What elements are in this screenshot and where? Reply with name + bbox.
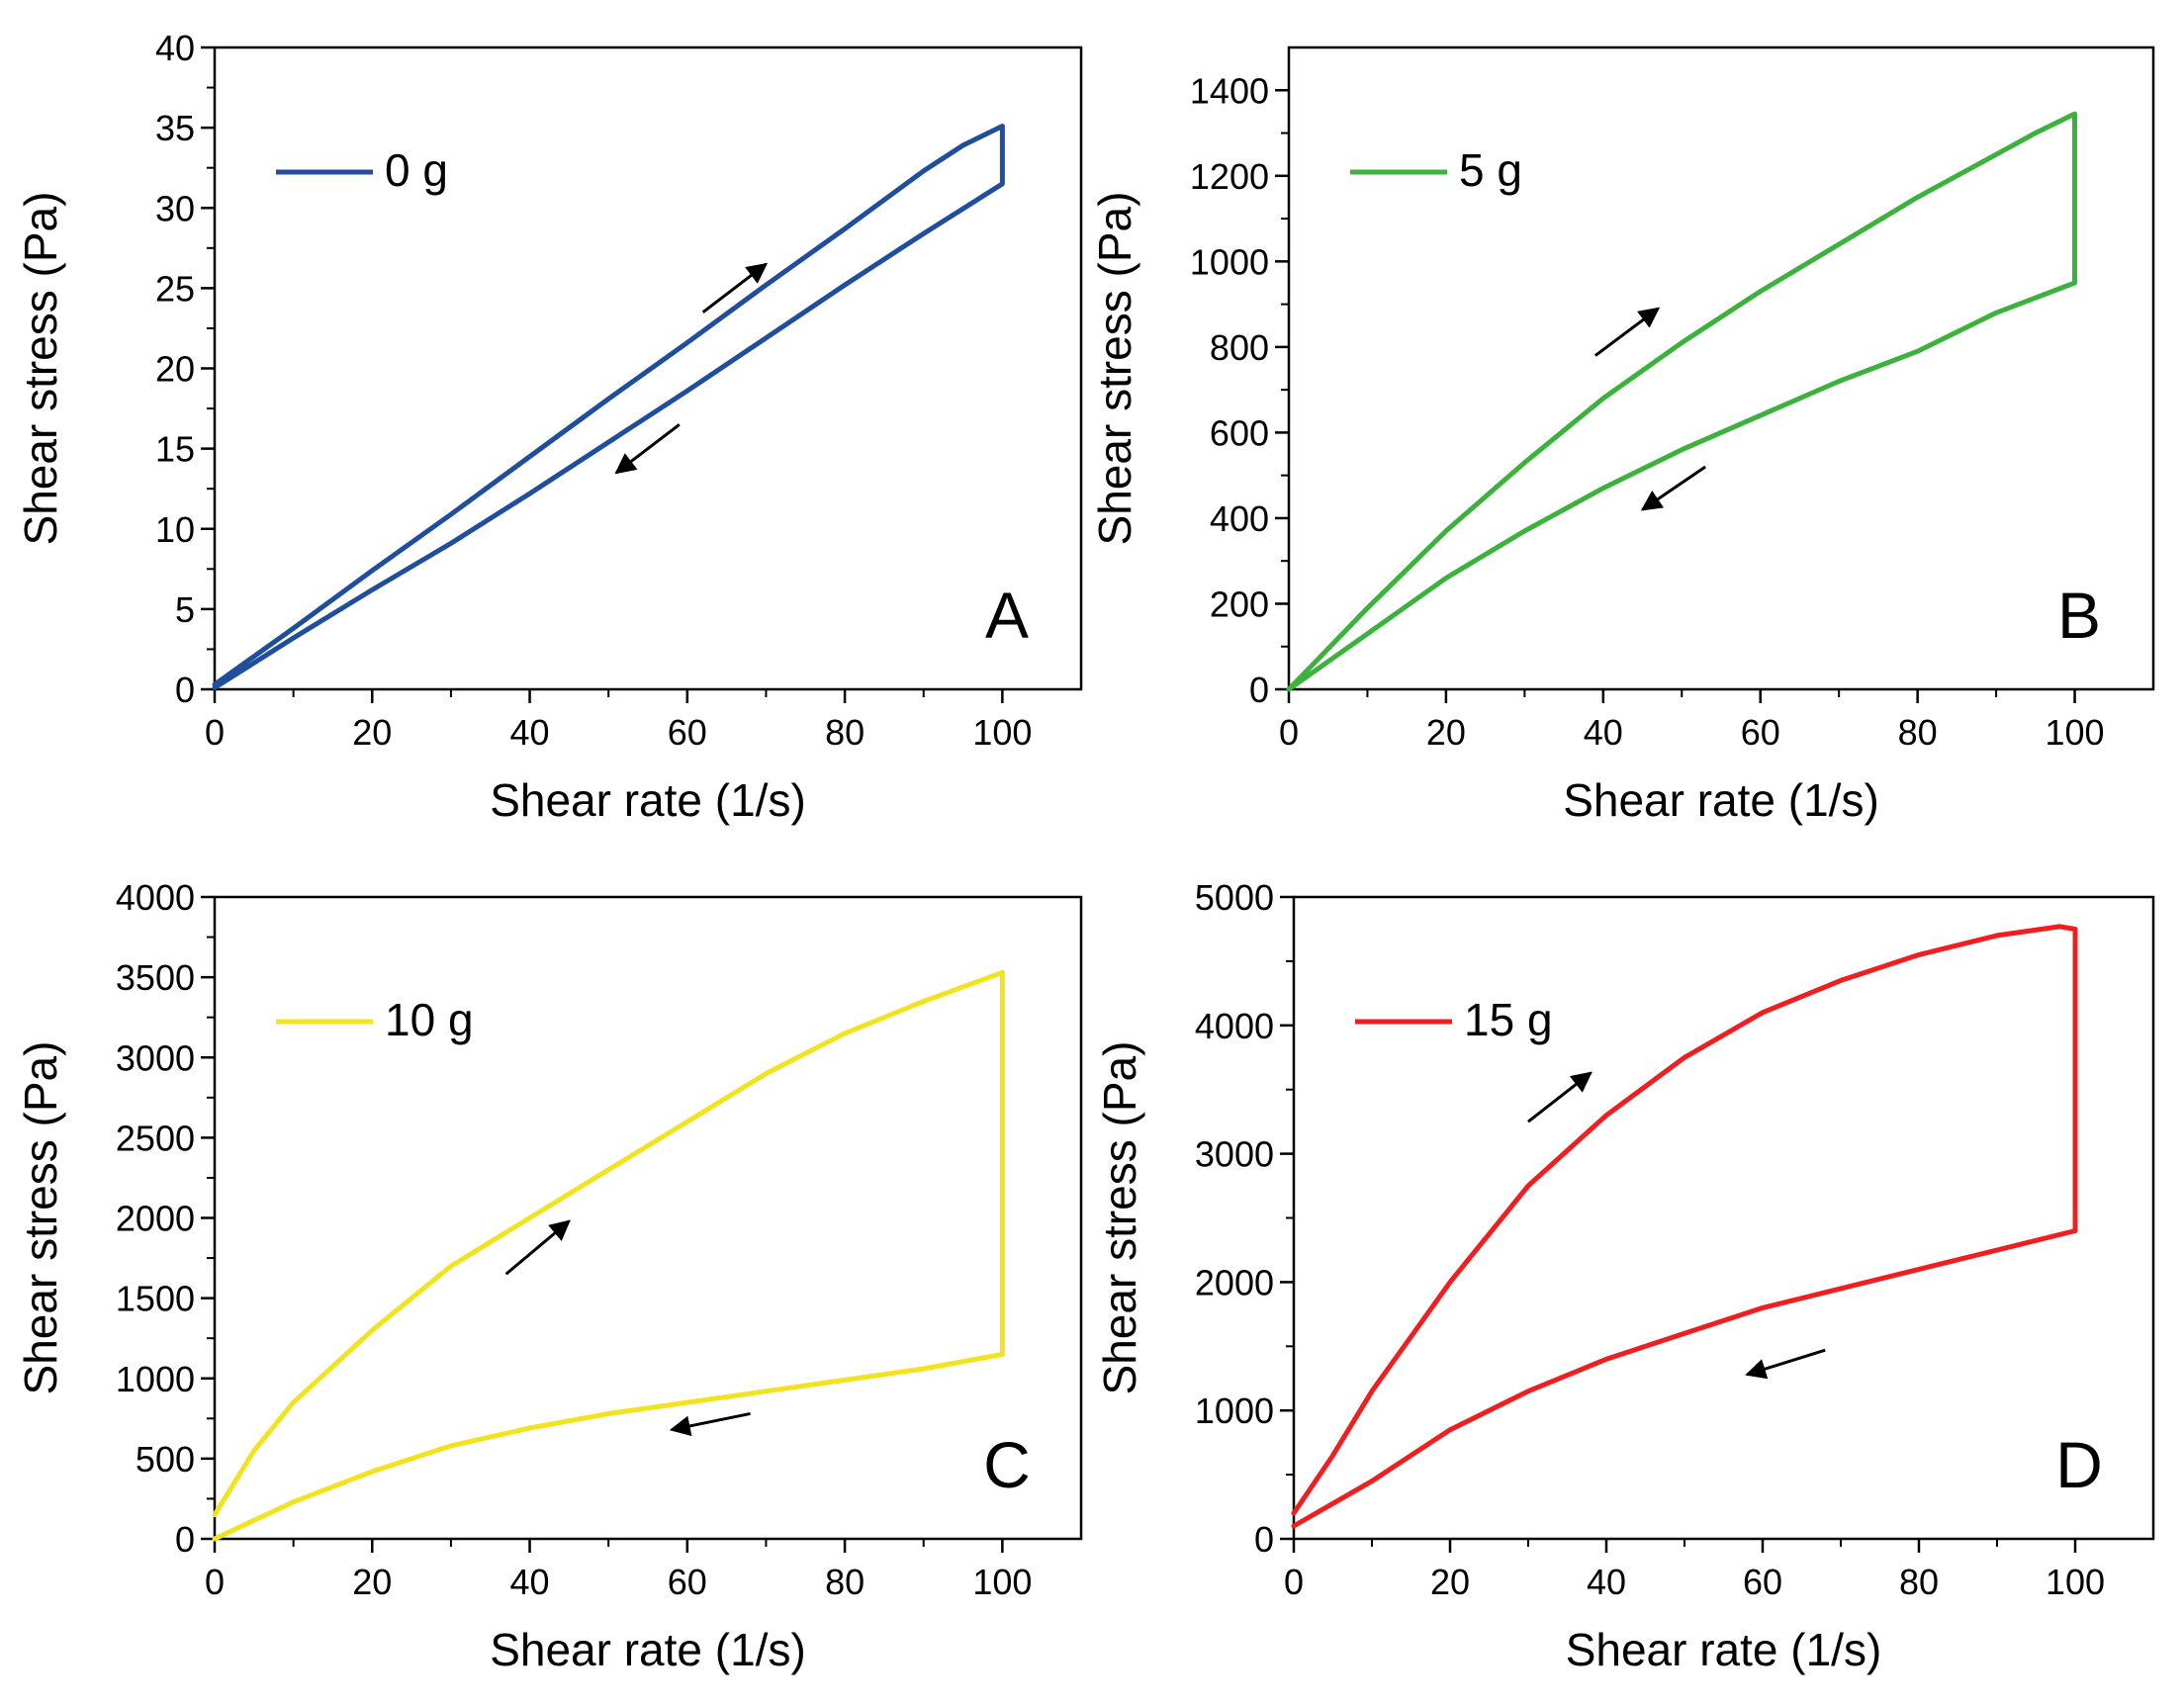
y-tick-label: 3500 (116, 957, 195, 998)
series-line-c (212, 969, 1005, 1542)
y-tick-label: 40 (155, 28, 195, 68)
direction-arrow-backward (669, 1411, 751, 1437)
x-tick-label: 20 (352, 1562, 392, 1602)
x-tick-label: 100 (2046, 1562, 2105, 1602)
panel-label-a: A (985, 579, 1029, 652)
x-tick-label: 80 (825, 712, 864, 753)
direction-arrow-forward (504, 1219, 571, 1276)
y-tick-label: 1000 (116, 1359, 195, 1399)
y-tick-label: 0 (175, 670, 195, 710)
y-axis-title: Shear stress (Pa) (15, 192, 66, 546)
direction-arrow-backward (614, 423, 681, 475)
y-tick-label: 0 (1254, 1519, 1274, 1560)
legend-label-d: 15 g (1464, 994, 1553, 1045)
y-tick-label: 1000 (1195, 1391, 1274, 1431)
x-tick-label: 0 (1284, 1562, 1304, 1602)
y-tick-label: 1200 (1190, 156, 1269, 197)
y-tick-label: 1000 (1190, 241, 1269, 282)
y-tick-label: 2500 (116, 1118, 195, 1158)
legend-label-c: 10 g (385, 994, 474, 1045)
panel-label-d: D (2055, 1428, 2103, 1501)
x-tick-label: 40 (510, 712, 550, 753)
x-tick-label: 40 (1584, 712, 1623, 753)
y-tick-label: 30 (155, 188, 195, 228)
legend-label-b: 5 g (1459, 144, 1522, 196)
panel-label-c: C (983, 1428, 1031, 1501)
y-tick-label: 5 (175, 589, 195, 630)
x-tick-label: 60 (1741, 712, 1780, 753)
y-tick-label: 20 (155, 349, 195, 390)
y-tick-label: 0 (1249, 670, 1269, 710)
direction-arrow-forward (1527, 1071, 1592, 1123)
series-line-a (212, 124, 1005, 690)
x-tick-label: 100 (972, 712, 1032, 753)
x-tick-label: 20 (1430, 1562, 1470, 1602)
y-tick-label: 200 (1210, 583, 1269, 624)
plot-frame-d (1292, 895, 2155, 1541)
y-tick-label: 35 (155, 108, 195, 148)
y-tick-label: 1400 (1190, 70, 1269, 111)
y-tick-label: 4000 (116, 877, 195, 918)
direction-arrow-backward (1640, 465, 1706, 511)
x-tick-label: 100 (2046, 712, 2105, 753)
legend-label-a: 0 g (385, 144, 448, 196)
y-tick-label: 400 (1210, 498, 1269, 539)
x-axis-title: Shear rate (1/s) (1563, 774, 1879, 826)
panel-b: 0 20 40 60 80 1000200400600800100012001400She… (1089, 45, 2155, 826)
y-tick-label: 500 (136, 1439, 195, 1480)
y-tick-label: 25 (155, 268, 195, 309)
x-tick-label: 60 (668, 712, 707, 753)
x-tick-label: 20 (352, 712, 392, 753)
plot-frame-b (1287, 45, 2155, 691)
x-tick-label: 40 (510, 1562, 550, 1602)
x-tick-label: 0 (1279, 712, 1299, 753)
x-tick-label: 60 (668, 1562, 707, 1602)
y-tick-label: 800 (1210, 327, 1269, 368)
y-tick-label: 2000 (1195, 1262, 1274, 1302)
x-axis-title: Shear rate (1/s) (490, 774, 806, 826)
panel-c: 0 20 40 60 80 1000500100015002000250030003500… (15, 877, 1083, 1675)
y-tick-label: 0 (175, 1519, 195, 1560)
x-tick-label: 0 (205, 1562, 225, 1602)
y-tick-label: 10 (155, 509, 195, 550)
y-tick-label: 600 (1210, 412, 1269, 453)
direction-arrow-forward (701, 262, 769, 314)
y-tick-label: 3000 (116, 1037, 195, 1078)
direction-arrow-backward (1745, 1348, 1826, 1380)
x-axis-title: Shear rate (1/s) (1566, 1624, 1882, 1675)
y-tick-label: 3000 (1195, 1134, 1274, 1175)
y-axis-title: Shear stress (Pa) (1089, 192, 1140, 546)
panel-a: 0 20 40 60 80 100 0 5 10 15 20 25 30 35 40 Shear rate (… (15, 28, 1083, 826)
x-tick-label: 80 (1898, 712, 1938, 753)
y-tick-label: 4000 (1195, 1006, 1274, 1046)
direction-arrow-forward (1593, 307, 1661, 357)
x-tick-label: 80 (825, 1562, 864, 1602)
x-tick-label: 100 (972, 1562, 1032, 1602)
x-tick-label: 0 (205, 712, 225, 753)
series-line-d (1291, 924, 2078, 1529)
x-axis-title: Shear rate (1/s) (490, 1624, 806, 1675)
y-tick-label: 5000 (1195, 877, 1274, 918)
panel-label-b: B (2057, 579, 2101, 652)
x-tick-label: 60 (1743, 1562, 1782, 1602)
y-axis-title: Shear stress (Pa) (1094, 1041, 1145, 1395)
y-tick-label: 1500 (116, 1279, 195, 1319)
series-line-b (1286, 111, 2077, 692)
x-tick-label: 40 (1587, 1562, 1626, 1602)
x-tick-label: 20 (1426, 712, 1466, 753)
x-tick-label: 80 (1899, 1562, 1939, 1602)
y-axis-title: Shear stress (Pa) (15, 1041, 66, 1395)
y-tick-label: 15 (155, 429, 195, 470)
y-tick-label: 2000 (116, 1199, 195, 1239)
